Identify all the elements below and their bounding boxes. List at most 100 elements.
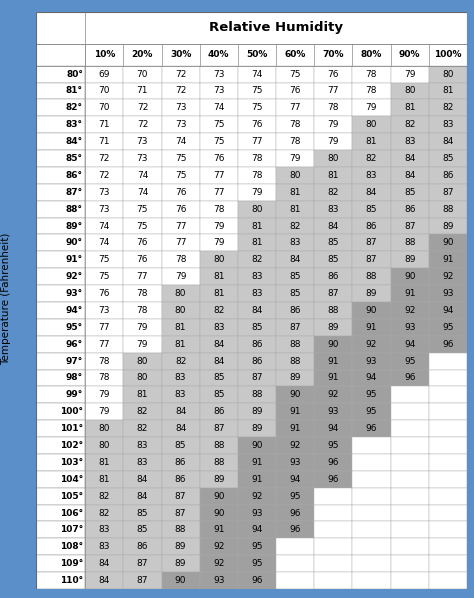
Bar [314, 133, 352, 150]
Text: 88: 88 [442, 205, 454, 213]
Bar [391, 285, 428, 302]
Bar [276, 44, 314, 66]
Text: 87: 87 [213, 424, 225, 433]
Text: 90: 90 [213, 492, 225, 501]
Text: 84: 84 [213, 356, 225, 365]
Bar [36, 302, 85, 319]
Bar [428, 218, 467, 234]
Text: 94: 94 [251, 526, 263, 535]
Text: 83: 83 [328, 205, 339, 213]
Text: 76: 76 [137, 255, 148, 264]
Text: 92: 92 [213, 559, 225, 568]
Bar [428, 184, 467, 201]
Bar [314, 556, 352, 572]
Bar [314, 83, 352, 99]
Bar [162, 437, 200, 454]
Bar [238, 116, 276, 133]
Text: 78: 78 [99, 374, 110, 383]
Bar [428, 488, 467, 505]
Text: 90: 90 [328, 340, 339, 349]
Text: 72: 72 [99, 154, 110, 163]
Text: 95: 95 [442, 323, 454, 332]
Bar [85, 386, 123, 403]
Bar [276, 505, 314, 521]
Bar [314, 251, 352, 269]
Text: 96: 96 [328, 458, 339, 467]
Bar [36, 505, 85, 521]
Bar [162, 521, 200, 538]
Bar [276, 556, 314, 572]
Text: 83°: 83° [66, 120, 83, 129]
Text: 75: 75 [137, 205, 148, 213]
Text: 79: 79 [213, 221, 225, 230]
Text: 90: 90 [251, 441, 263, 450]
Bar [352, 505, 391, 521]
Text: 96: 96 [289, 526, 301, 535]
Text: 74: 74 [213, 103, 225, 112]
Bar [352, 269, 391, 285]
Bar [352, 521, 391, 538]
Text: 78: 78 [137, 306, 148, 315]
Bar [276, 353, 314, 370]
Bar [314, 44, 352, 66]
Bar [36, 471, 85, 488]
Text: 77: 77 [99, 323, 110, 332]
Text: 87: 87 [442, 188, 454, 197]
Text: 75: 75 [175, 171, 186, 180]
Text: 81: 81 [99, 458, 110, 467]
Bar [428, 167, 467, 184]
Text: 96°: 96° [66, 340, 83, 349]
Text: 84: 84 [404, 171, 415, 180]
Text: 83: 83 [99, 526, 110, 535]
Bar [238, 150, 276, 167]
Text: 72: 72 [175, 69, 186, 78]
Text: 73: 73 [99, 205, 110, 213]
Text: 88: 88 [328, 306, 339, 315]
Bar [238, 420, 276, 437]
Bar [36, 488, 85, 505]
Bar [391, 403, 428, 420]
Bar [314, 269, 352, 285]
Bar [352, 99, 391, 116]
Bar [428, 44, 467, 66]
Bar [36, 12, 467, 44]
Text: 91: 91 [289, 424, 301, 433]
Bar [352, 556, 391, 572]
Text: 72: 72 [175, 87, 186, 96]
Bar [428, 353, 467, 370]
Bar [162, 420, 200, 437]
Bar [352, 167, 391, 184]
Text: 76: 76 [99, 289, 110, 298]
Bar [85, 319, 123, 335]
Bar [36, 319, 85, 335]
Bar [276, 116, 314, 133]
Text: 83: 83 [404, 137, 415, 146]
Text: 80: 80 [99, 441, 110, 450]
Text: 87: 87 [366, 239, 377, 248]
Text: 89: 89 [366, 289, 377, 298]
Bar [36, 521, 85, 538]
Bar [162, 251, 200, 269]
Bar [276, 572, 314, 589]
Bar [162, 302, 200, 319]
Text: 79: 79 [99, 390, 110, 399]
Bar [36, 538, 85, 556]
Bar [314, 66, 352, 83]
Bar [238, 44, 276, 66]
Text: 76: 76 [175, 188, 186, 197]
Bar [276, 335, 314, 353]
Text: 70%: 70% [322, 50, 344, 59]
Text: 94: 94 [442, 306, 454, 315]
Text: 73: 73 [99, 188, 110, 197]
Text: 82: 82 [290, 221, 301, 230]
Bar [314, 167, 352, 184]
Bar [391, 150, 428, 167]
Bar [276, 99, 314, 116]
Text: 104°: 104° [60, 475, 83, 484]
Text: 78: 78 [289, 137, 301, 146]
Text: 110°: 110° [60, 576, 83, 585]
Bar [428, 269, 467, 285]
Bar [123, 488, 162, 505]
Text: 91: 91 [213, 526, 225, 535]
Bar [162, 133, 200, 150]
